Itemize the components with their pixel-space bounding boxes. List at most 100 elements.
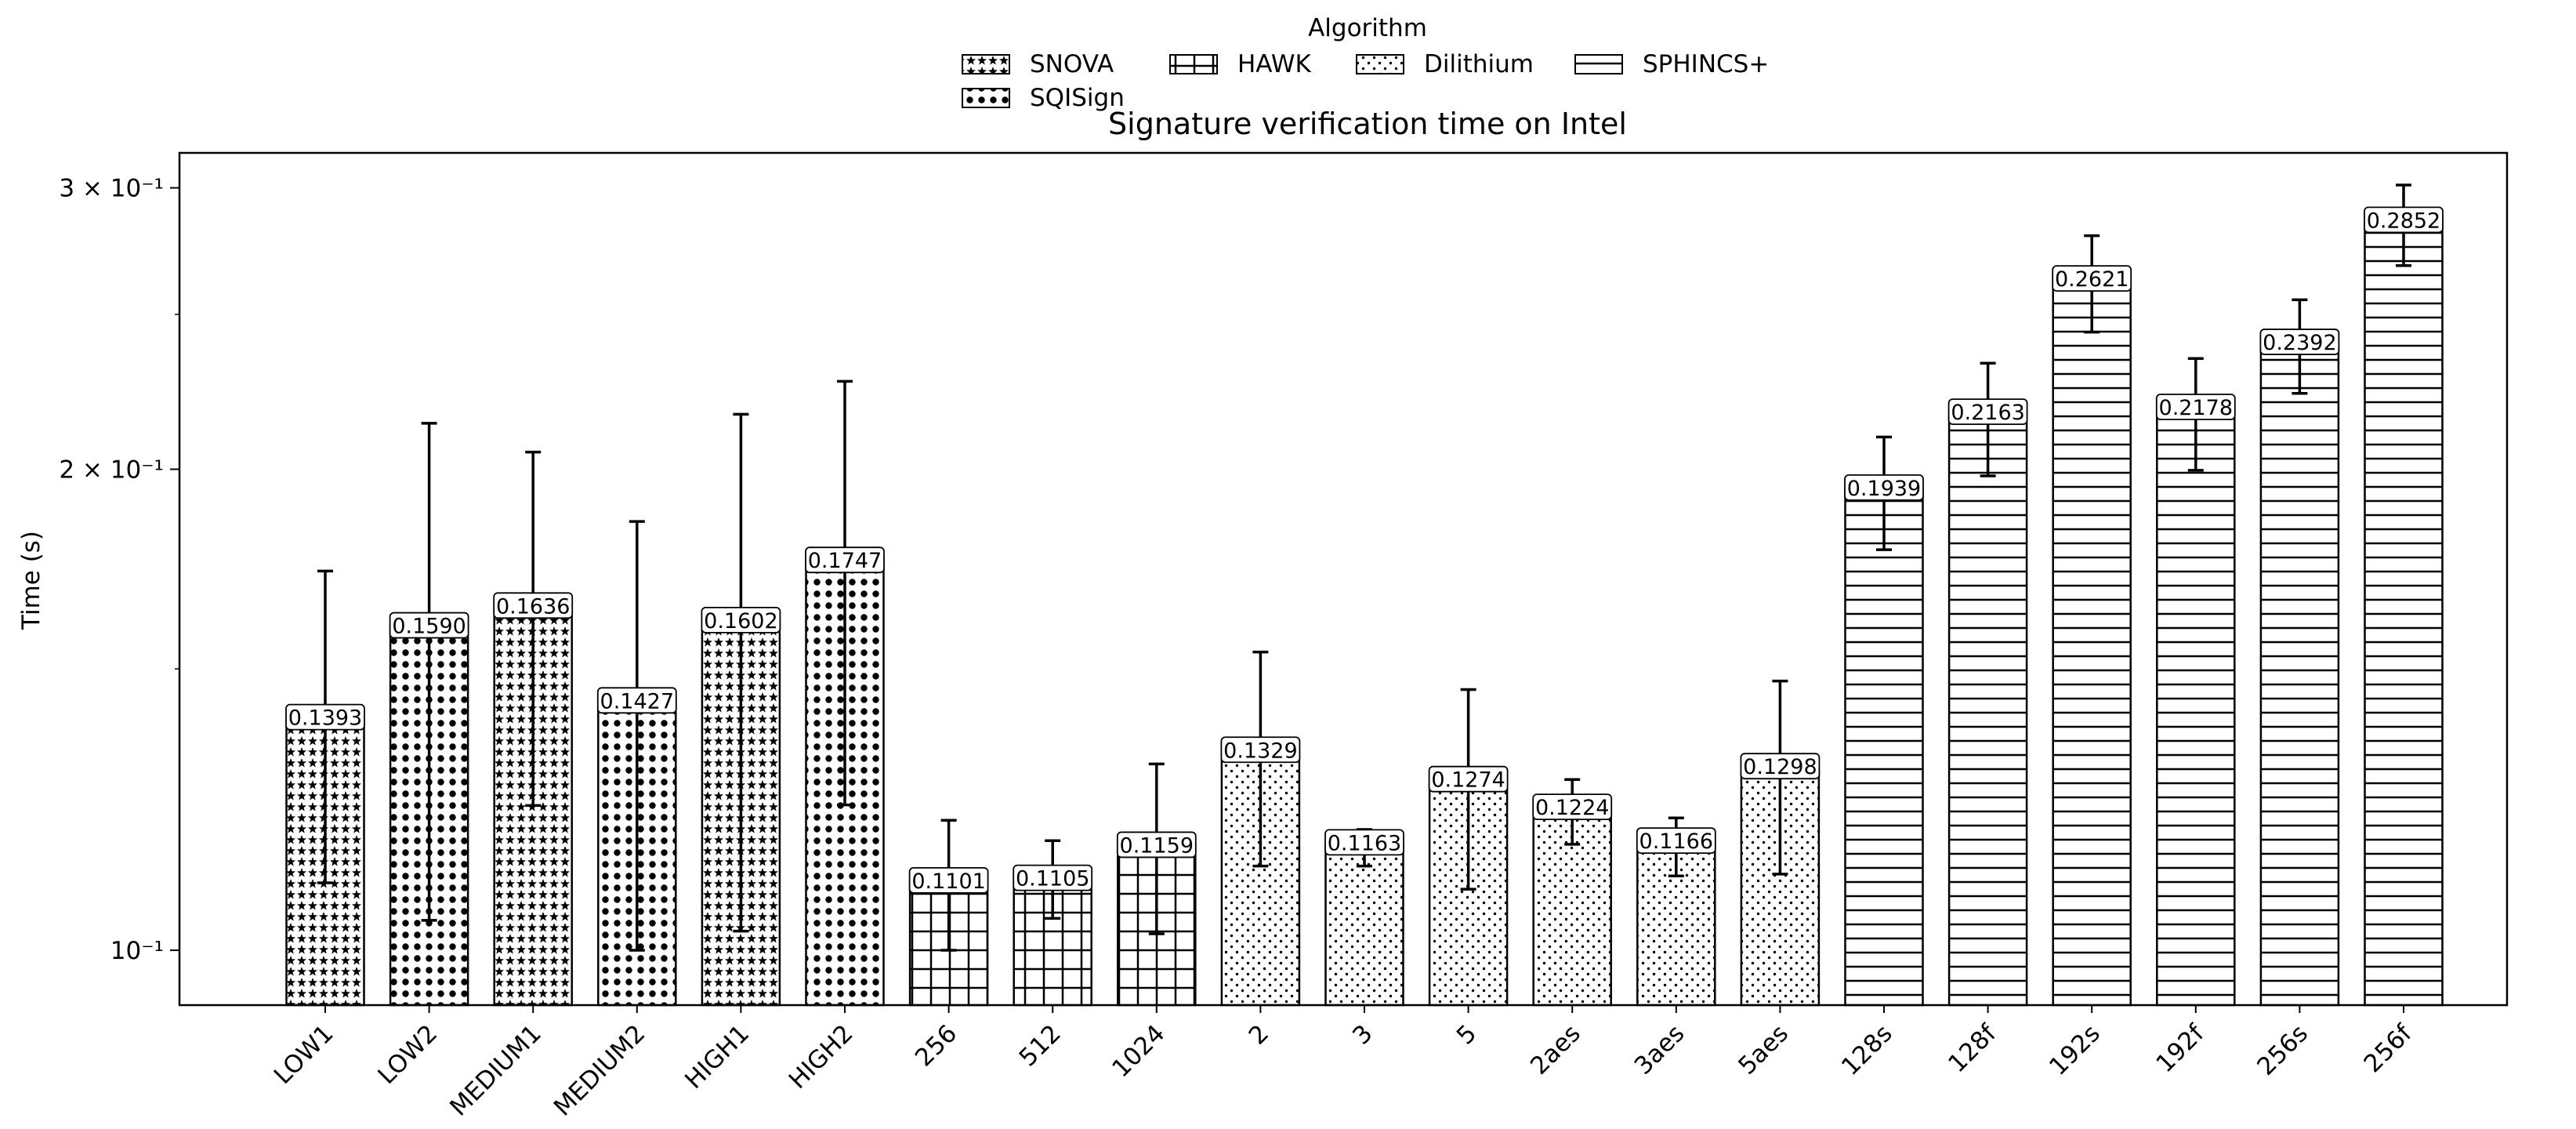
x-tick-label-1024: 1024 (1107, 1019, 1170, 1083)
x-tick-label-5aes: 5aes (1733, 1019, 1794, 1080)
value-label-2aes: 0.1224 (1532, 793, 1613, 820)
x-tick-label-192f: 192f (2150, 1018, 2210, 1078)
value-label-text: 0.1427 (600, 689, 674, 713)
legend-label: HAWK (1237, 50, 1311, 78)
value-label-low1: 0.1393 (285, 703, 365, 731)
value-label-128s: 0.1939 (1844, 474, 1924, 501)
legend-item-sphincs-: SPHINCS+ (1574, 50, 1769, 78)
bar-256s (2259, 343, 2340, 1007)
value-label-text: 0.2178 (2159, 396, 2233, 420)
bars (285, 222, 2444, 1007)
y-tick-label: 3 × 10⁻¹ (59, 175, 164, 203)
x-tick-label-2: 2 (1244, 1019, 1274, 1050)
x-tick-label-2aes: 2aes (1525, 1019, 1586, 1080)
legend-item-hawk: HAWK (1169, 50, 1311, 78)
value-label-256s: 0.2392 (2259, 329, 2340, 355)
value-label-high1: 0.1602 (701, 607, 781, 633)
value-label-128f: 0.2163 (1947, 398, 2028, 425)
value-label-192s: 0.2621 (2052, 265, 2132, 292)
x-tick-label-low1: LOW1 (269, 1019, 339, 1090)
x-tick-label-low2: LOW2 (372, 1019, 443, 1090)
value-label-text: 0.1747 (808, 549, 882, 573)
legend-item-snova: SNOVA (962, 50, 1114, 78)
legend-label: SNOVA (1030, 50, 1114, 78)
legend-label: SQISign (1030, 84, 1125, 112)
x-tick-label-3aes: 3aes (1629, 1019, 1690, 1080)
value-label-3aes: 0.1166 (1636, 827, 1716, 854)
error-bar-medium2 (629, 520, 645, 952)
error-bar-low2 (421, 422, 437, 922)
bar-128s (1844, 489, 1924, 1007)
x-tick-label-256f: 256f (2359, 1018, 2418, 1078)
legend-entries: SNOVA HAWK Dilithium SPHINCS+ SQISign (962, 50, 1769, 112)
value-label-3: 0.1163 (1324, 829, 1404, 855)
value-label-text: 0.2163 (1951, 401, 2024, 425)
value-label-high2: 0.1747 (805, 546, 885, 573)
x-tick-label-3: 3 (1347, 1019, 1378, 1050)
value-label-text: 0.1101 (911, 869, 985, 894)
x-tick-label-192s: 192s (2044, 1019, 2106, 1081)
x-axis: LOW1 LOW2 MEDIUM1 MEDIUM2 HIGH1 HIGH2 256 512 10… (269, 1005, 2418, 1122)
x-tick-label-medium2: MEDIUM2 (549, 1019, 650, 1121)
value-label-2: 0.1329 (1220, 736, 1301, 763)
legend-swatch (1574, 54, 1623, 74)
legend-swatch (962, 88, 1010, 108)
y-axis: 10⁻¹ 2 × 10⁻¹ 3 × 10⁻¹ (59, 175, 179, 965)
value-label-text: 0.1393 (288, 706, 362, 731)
x-tick-label-512: 512 (1014, 1019, 1067, 1072)
bar-3 (1324, 844, 1404, 1007)
bar-128f (1947, 413, 2028, 1007)
value-label-192f: 0.2178 (2155, 394, 2236, 420)
value-label-low2: 0.1590 (389, 612, 469, 639)
y-axis-label: Time (s) (17, 531, 45, 630)
error-bar-high1 (733, 412, 749, 933)
value-label-text: 0.1274 (1431, 768, 1505, 793)
x-tick-label-128f: 128f (1943, 1018, 2002, 1078)
value-label-text: 0.1590 (392, 615, 466, 639)
x-tick-label-128s: 128s (1836, 1019, 1898, 1081)
value-label-text: 0.1298 (1743, 755, 1817, 779)
value-label-text: 0.1159 (1120, 833, 1194, 858)
x-tick-label-medium1: MEDIUM1 (444, 1019, 546, 1121)
legend: Algorithm SNOVA HAWK Dilithium SPHINCS+ SQIS… (962, 14, 1769, 112)
y-tick-label: 2 × 10⁻¹ (59, 456, 164, 484)
bar-256f (2364, 222, 2444, 1007)
bar-192s (2052, 280, 2132, 1007)
x-tick-label-high1: HIGH1 (679, 1019, 755, 1095)
legend-title: Algorithm (1308, 14, 1427, 42)
y-tick-label: 10⁻¹ (111, 937, 164, 965)
x-tick-label-5: 5 (1451, 1019, 1482, 1050)
bar-192f (2156, 408, 2236, 1007)
value-label-text: 0.1602 (704, 609, 777, 633)
legend-item-dilithium: Dilithium (1356, 50, 1534, 78)
legend-swatch (962, 54, 1010, 74)
x-tick-label-256: 256 (910, 1019, 962, 1072)
value-label-5: 0.1274 (1428, 765, 1509, 793)
value-label-5aes: 0.1298 (1740, 753, 1821, 779)
value-label-text: 0.1224 (1535, 796, 1609, 820)
value-label-1024: 0.1159 (1116, 831, 1197, 858)
value-label-text: 0.2621 (2055, 267, 2129, 292)
error-bar-medium1 (525, 450, 542, 808)
value-label-256f: 0.2852 (2364, 206, 2444, 233)
value-label-text: 0.1166 (1639, 830, 1713, 854)
value-label-medium2: 0.1427 (596, 687, 677, 713)
value-label-text: 0.1105 (1016, 867, 1089, 891)
value-label-text: 0.1939 (1847, 477, 1921, 501)
value-label-text: 0.1163 (1328, 831, 1401, 855)
legend-swatch (1169, 54, 1218, 74)
value-label-256: 0.1101 (908, 866, 989, 894)
value-label-512: 0.1105 (1013, 864, 1093, 891)
chart-title: Signature verification time on Intel (1108, 107, 1627, 141)
value-label-text: 0.2852 (2367, 209, 2440, 233)
value-label-medium1: 0.1636 (493, 592, 574, 619)
legend-label: SPHINCS+ (1643, 50, 1769, 78)
plot-frame (178, 151, 2509, 1007)
value-label-text: 0.2392 (2263, 331, 2336, 355)
legend-label: Dilithium (1424, 50, 1534, 78)
x-tick-label-high2: HIGH2 (784, 1019, 859, 1095)
x-tick-label-256s: 256s (2252, 1019, 2313, 1081)
value-label-text: 0.1636 (496, 594, 570, 619)
value-label-text: 0.1329 (1223, 739, 1297, 763)
